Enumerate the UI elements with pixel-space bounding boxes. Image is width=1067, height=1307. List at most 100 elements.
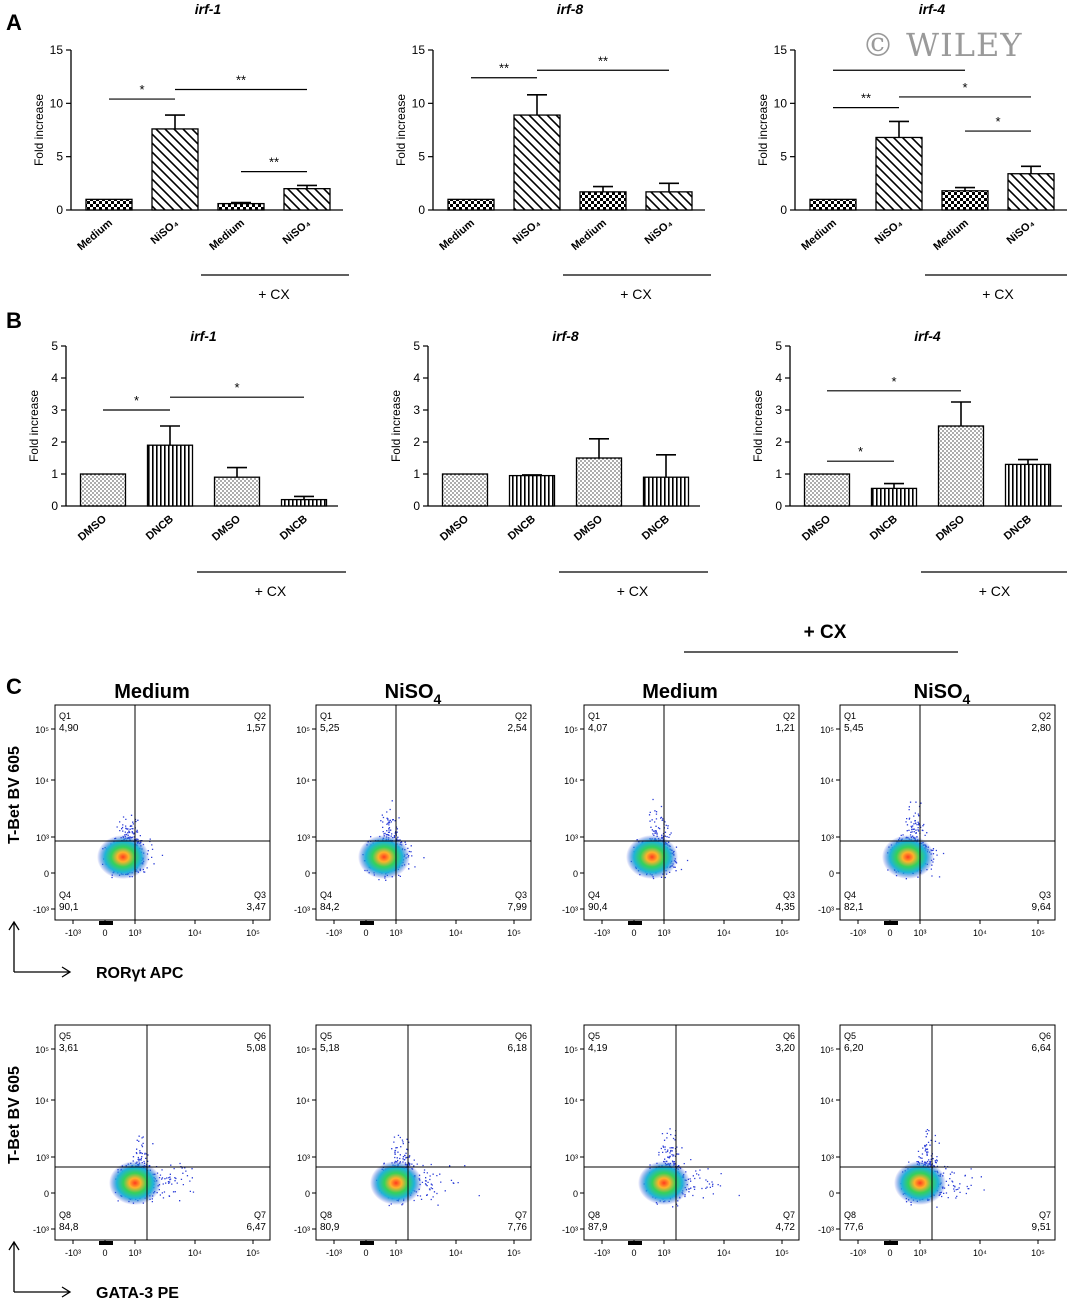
quadrant-name: Q4 — [588, 890, 600, 900]
axis-hash-marks — [360, 921, 374, 925]
quadrant-value: 4,35 — [776, 902, 796, 913]
x-tick-label: NiSO₄ — [1005, 217, 1037, 247]
y-tick-label: 3 — [51, 403, 58, 417]
x-tick-label: 0 — [102, 928, 107, 938]
quadrant-name: Q8 — [844, 1210, 856, 1220]
significance-label: * — [995, 114, 1000, 129]
y-axis-label: Fold increase — [32, 94, 46, 166]
x-tick-label: 10⁴ — [717, 1248, 731, 1258]
quadrant-name: Q8 — [320, 1210, 332, 1220]
quadrant-name: Q6 — [783, 1031, 795, 1041]
quadrant-value: 6,47 — [247, 1222, 267, 1233]
y-tick-label: 10⁵ — [296, 1045, 310, 1055]
y-tick-label: 10⁴ — [564, 1096, 578, 1106]
quadrant-value: 90,4 — [588, 902, 608, 913]
cx-group-label: + CX — [979, 583, 1011, 599]
x-tick-label: -10³ — [65, 1248, 81, 1258]
x-tick-label: 10³ — [389, 928, 402, 938]
y-tick-label: 10 — [774, 96, 788, 110]
cx-group-label: + CX — [255, 583, 287, 599]
x-tick-label: 10⁴ — [188, 928, 202, 938]
plot-frame — [839, 704, 1056, 921]
x-tick-label: 10⁵ — [775, 928, 789, 938]
significance-label: * — [139, 82, 144, 97]
quadrant-value: 84,2 — [320, 902, 340, 913]
quadrant-name: Q3 — [1039, 890, 1051, 900]
quadrant-name: Q5 — [844, 1031, 856, 1041]
quadrant-name: Q8 — [59, 1210, 71, 1220]
quadrant-name: Q8 — [588, 1210, 600, 1220]
quadrant-name: Q1 — [844, 711, 856, 721]
chart-title: irf-4 — [914, 328, 941, 344]
quadrant-value: 4,19 — [588, 1043, 608, 1054]
x-tick-label: 10⁵ — [1031, 928, 1045, 938]
quadrant-name: Q3 — [515, 890, 527, 900]
bar — [1007, 173, 1055, 211]
density-core — [626, 835, 678, 879]
panel-c: C + CX Medium NiSO4 Medium NiSO4 T-Bet BV 605 R… — [6, 622, 1056, 1302]
flow-plot: 10⁵ 10⁴ 10³ 0 -10³ -10³ 0 10³ 10⁴ 10⁵ Q5 4,19 Q6 3,20… — [562, 1024, 800, 1258]
cx-group-label: + CX — [258, 286, 290, 302]
y-tick-label: 15 — [774, 43, 788, 57]
x-tick-label: DNCB — [144, 513, 176, 543]
bar-chart-b-2: irf-8 0 1 2 3 4 5 Fold increase DMSO DNCB DMSO DNCB… — [389, 328, 708, 599]
quadrant-value: 82,1 — [844, 902, 864, 913]
x-tick-label: 10⁴ — [717, 928, 731, 938]
y-tick-label: 10³ — [565, 1153, 578, 1163]
axis-hash-marks — [628, 921, 642, 925]
bar — [937, 425, 985, 507]
y-axis-label: Fold increase — [27, 390, 41, 462]
y-tick-label: -10³ — [562, 905, 578, 915]
y-tick-label: 10³ — [36, 1153, 49, 1163]
x-tick-label: 0 — [102, 1248, 107, 1258]
significance-label: ** — [598, 53, 608, 68]
significance-label: ** — [269, 155, 279, 170]
column-header: Medium — [642, 681, 718, 703]
quadrant-name: Q7 — [254, 1210, 266, 1220]
y-axis-arrow — [8, 920, 20, 972]
quadrant-name: Q1 — [588, 711, 600, 721]
x-tick-label: 0 — [363, 1248, 368, 1258]
x-tick-label: DMSO — [210, 513, 243, 544]
bar — [447, 198, 495, 211]
quadrant-name: Q1 — [59, 711, 71, 721]
x-tick-label: NiSO₄ — [149, 217, 181, 247]
plot-frame — [583, 704, 800, 921]
quadrant-value: 2,80 — [1032, 723, 1052, 734]
quadrant-value: 2,54 — [508, 723, 528, 734]
y-tick-label: 10⁵ — [296, 725, 310, 735]
significance-label: * — [962, 80, 967, 95]
significance-label: ** — [861, 91, 871, 106]
bar — [441, 473, 489, 507]
column-header: NiSO4 — [385, 681, 442, 707]
bar — [642, 476, 690, 507]
y-tick-label: -10³ — [294, 1225, 310, 1235]
y-axis-label: Fold increase — [389, 390, 403, 462]
y-tick-label: -10³ — [33, 1225, 49, 1235]
quadrant-value: 1,57 — [247, 723, 267, 734]
density-core — [882, 835, 934, 879]
y-tick-label: 3 — [413, 403, 420, 417]
y-tick-label: 0 — [829, 869, 834, 879]
bar — [217, 202, 265, 211]
x-tick-label: NiSO₄ — [643, 217, 675, 247]
x-tick-label: -10³ — [65, 928, 81, 938]
axis-hash-marks — [360, 1241, 374, 1245]
density-core — [894, 1161, 946, 1205]
x-tick-label: DMSO — [800, 513, 833, 544]
x-tick-label: 10⁴ — [449, 928, 463, 938]
y-tick-label: 10⁵ — [820, 725, 834, 735]
x-tick-label: -10³ — [850, 928, 866, 938]
flow-plot: 10⁵ 10⁴ 10³ 0 -10³ -10³ 0 10³ 10⁴ 10⁵ Q1 5,25 Q2 2,54… — [294, 704, 532, 938]
chart-title: irf-8 — [557, 1, 584, 17]
bar — [280, 498, 328, 507]
quadrant-value: 1,21 — [776, 723, 796, 734]
x-tick-label: -10³ — [594, 1248, 610, 1258]
x-tick-label: Medium — [931, 217, 971, 253]
y-tick-label: 10³ — [565, 833, 578, 843]
y-tick-label: 15 — [50, 43, 64, 57]
quadrant-value: 4,90 — [59, 723, 79, 734]
y-tick-label: 10³ — [36, 833, 49, 843]
x-tick-label: DNCB — [868, 513, 900, 543]
x-tick-label: DMSO — [934, 513, 967, 544]
